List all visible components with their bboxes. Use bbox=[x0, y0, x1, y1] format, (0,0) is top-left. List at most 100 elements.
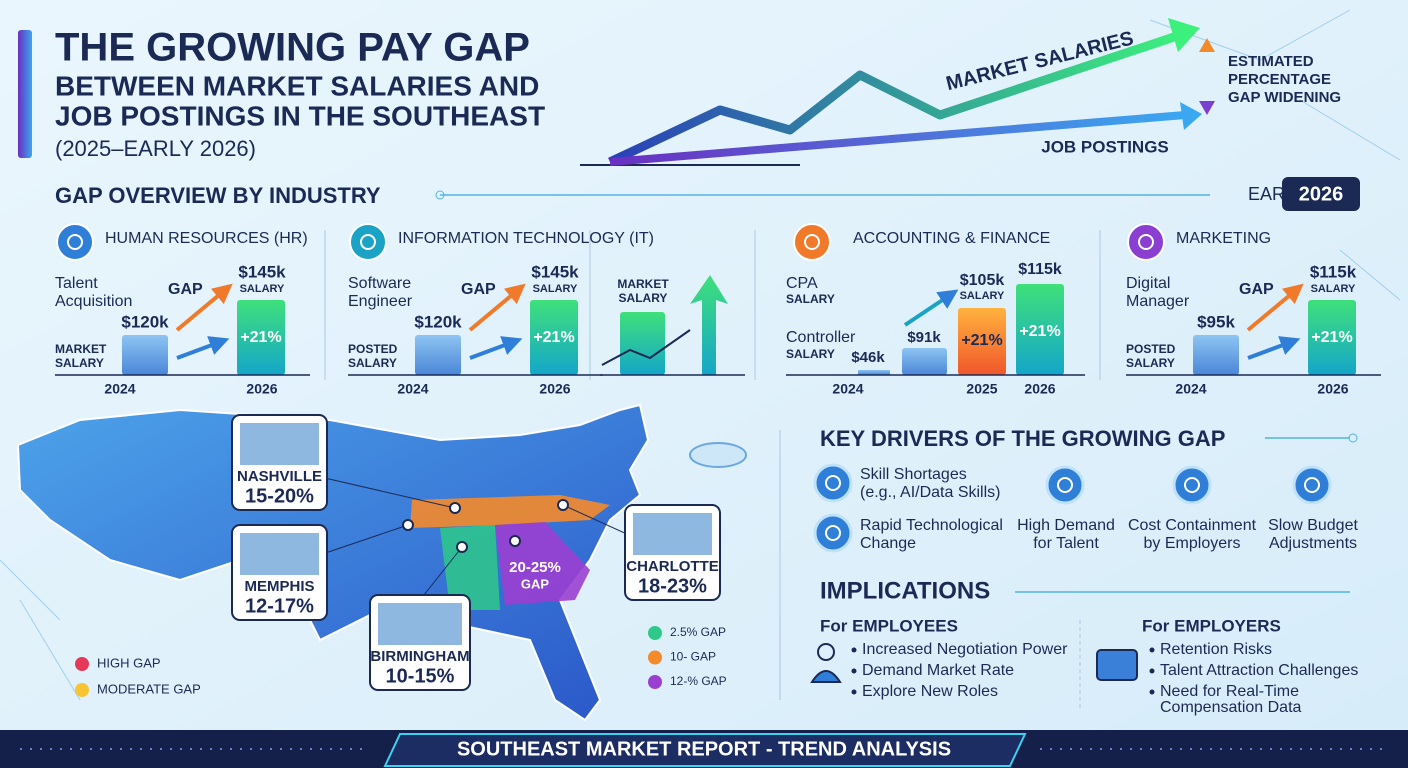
driver-icon bbox=[813, 513, 853, 553]
gap-label: GAP bbox=[168, 281, 203, 298]
industry-icon bbox=[56, 223, 94, 261]
driver-text: Change bbox=[860, 535, 916, 552]
value-label: $115k bbox=[1310, 262, 1357, 281]
trend-arrow bbox=[469, 336, 523, 360]
bullet bbox=[1149, 689, 1155, 695]
year-label: 2024 bbox=[397, 381, 428, 397]
region-label: 20-25% bbox=[509, 559, 561, 576]
network-line bbox=[1149, 19, 1261, 61]
industry-icon bbox=[793, 223, 831, 261]
gap-label: GAP bbox=[461, 281, 496, 298]
implication-item: Demand Market Rate bbox=[862, 662, 1014, 679]
bar bbox=[858, 370, 890, 375]
legend-label: 2.5% GAP bbox=[670, 625, 726, 639]
driver-text: Skill Shortages bbox=[860, 466, 967, 483]
mini-caption: SALARY bbox=[619, 291, 668, 305]
implication-item: Need for Real-Time bbox=[1160, 683, 1299, 700]
value-caption: SALARY bbox=[533, 283, 578, 295]
bar-caption: SALARY bbox=[348, 356, 397, 370]
legend-dot bbox=[648, 626, 662, 640]
bullet bbox=[851, 647, 857, 653]
gap-note: PERCENTAGE bbox=[1228, 71, 1331, 88]
bullet bbox=[851, 668, 857, 674]
leader-line bbox=[419, 546, 463, 601]
accent-bar bbox=[18, 30, 32, 158]
network-line bbox=[19, 599, 81, 701]
section-title: GAP OVERVIEW BY INDUSTRY bbox=[55, 183, 381, 208]
value-label: $145k bbox=[531, 262, 579, 281]
bar bbox=[1308, 300, 1356, 375]
change-label: +21% bbox=[1311, 329, 1352, 346]
year-label: 2024 bbox=[832, 381, 863, 397]
value-label: $105k bbox=[960, 272, 1005, 289]
legend-label: 10- GAP bbox=[670, 650, 716, 664]
person-icon bbox=[817, 643, 835, 661]
driver-icon bbox=[813, 463, 853, 503]
bar bbox=[122, 335, 168, 375]
rule-dot bbox=[1348, 433, 1358, 443]
us-map bbox=[16, 403, 650, 722]
implication-item: Retention Risks bbox=[1160, 641, 1272, 658]
value-label: $46k bbox=[851, 349, 885, 366]
driver-icon bbox=[1172, 465, 1212, 505]
bullet bbox=[851, 689, 857, 695]
gap-arrow bbox=[903, 289, 959, 327]
value-label: $95k bbox=[1197, 312, 1235, 331]
network-line bbox=[1299, 99, 1401, 161]
market-head bbox=[1168, 18, 1200, 52]
city-dot bbox=[449, 502, 461, 514]
role: Controller bbox=[786, 329, 856, 346]
city-name: MEMPHIS bbox=[244, 578, 314, 595]
postings-head bbox=[1180, 102, 1202, 130]
role: Talent bbox=[55, 275, 98, 292]
title: THE GROWING PAY GAP bbox=[55, 26, 530, 70]
footer-text: SOUTHEAST MARKET REPORT - TREND ANALYSIS bbox=[457, 738, 951, 760]
legend-dot bbox=[75, 657, 89, 671]
year-label: 2026 bbox=[246, 381, 277, 397]
icon-glyph bbox=[67, 234, 83, 250]
city-skyline bbox=[240, 533, 319, 575]
mini-trend bbox=[601, 329, 691, 366]
industry-name: MARKETING bbox=[1176, 230, 1271, 247]
gap-head-up bbox=[1199, 38, 1215, 52]
value-label: $91k bbox=[907, 329, 941, 346]
subtitle: BETWEEN MARKET SALARIES AND bbox=[55, 70, 539, 101]
role: Manager bbox=[1126, 293, 1190, 310]
postings-arrow bbox=[609, 111, 1186, 166]
value-label: $115k bbox=[1018, 261, 1062, 278]
driver-text: Cost Containment bbox=[1128, 517, 1257, 534]
role: Software bbox=[348, 275, 411, 292]
icon-glyph bbox=[825, 525, 841, 541]
year-label: 2026 bbox=[1317, 381, 1348, 397]
bar bbox=[1016, 284, 1064, 375]
driver-icon bbox=[1292, 465, 1332, 505]
year-label: 2026 bbox=[539, 381, 570, 397]
change-label: +21% bbox=[240, 329, 281, 346]
year-label: 2025 bbox=[966, 381, 997, 397]
industry-name: ACCOUNTING & FINANCE bbox=[853, 230, 1050, 247]
legend-label: 12-% GAP bbox=[670, 674, 727, 688]
driver-text: High Demand bbox=[1017, 517, 1115, 534]
person-body bbox=[810, 670, 842, 683]
gap-arrow bbox=[175, 283, 233, 332]
city-gap: 10-15% bbox=[386, 665, 455, 687]
role: Engineer bbox=[348, 293, 413, 310]
bar bbox=[237, 300, 285, 375]
industry-icon bbox=[1127, 223, 1165, 261]
group-title: For EMPLOYEES bbox=[820, 616, 958, 635]
city-dot bbox=[557, 499, 569, 511]
gap-note: GAP WIDENING bbox=[1228, 89, 1341, 106]
city-skyline bbox=[240, 423, 319, 465]
city-name: CHARLOTTE bbox=[626, 558, 719, 575]
subtitle: JOB POSTINGS IN THE SOUTHEAST bbox=[55, 100, 545, 131]
footer-frame bbox=[383, 733, 1027, 767]
bar bbox=[902, 348, 947, 375]
gap-label: GAP bbox=[1239, 281, 1274, 298]
bullet bbox=[1149, 647, 1155, 653]
role-caption: SALARY bbox=[786, 347, 835, 361]
legend-dot bbox=[75, 683, 89, 697]
gap-arrow bbox=[1246, 283, 1304, 332]
legend-dot bbox=[648, 650, 662, 665]
